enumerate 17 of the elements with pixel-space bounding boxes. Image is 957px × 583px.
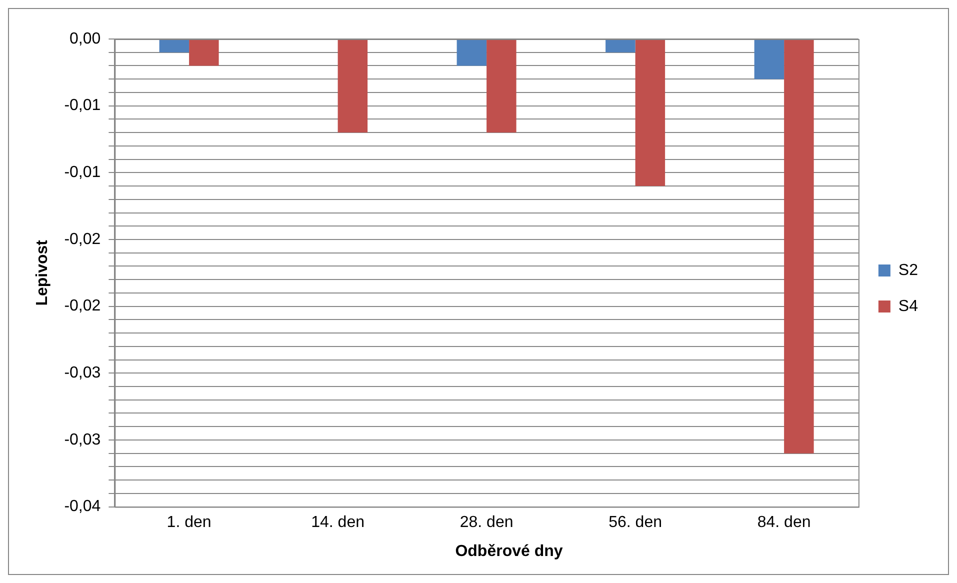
- y-tick-label: 0,00: [70, 30, 101, 48]
- x-tick-label: 28. den: [460, 514, 514, 531]
- y-tick-label: -0,01: [64, 97, 101, 114]
- y-tick-label: -0,02: [64, 230, 101, 248]
- y-tick-label: -0,04: [64, 498, 101, 516]
- legend-label: S2: [898, 262, 918, 279]
- y-tick-label: -0,03: [64, 431, 101, 448]
- y-tick-label: -0,01: [64, 164, 101, 182]
- y-tick-label: -0,03: [64, 364, 101, 382]
- x-tick-label: 56. den: [608, 514, 662, 531]
- y-axis-title: Lepivost: [34, 239, 52, 306]
- x-tick-label: 14. den: [311, 514, 364, 531]
- y-tick-label: -0,02: [64, 298, 101, 315]
- legend-label: S4: [898, 298, 918, 315]
- x-axis-title: Odběrové dny: [454, 543, 564, 561]
- x-tick-label: 1. den: [166, 514, 212, 531]
- x-tick-label: 84. den: [757, 514, 811, 531]
